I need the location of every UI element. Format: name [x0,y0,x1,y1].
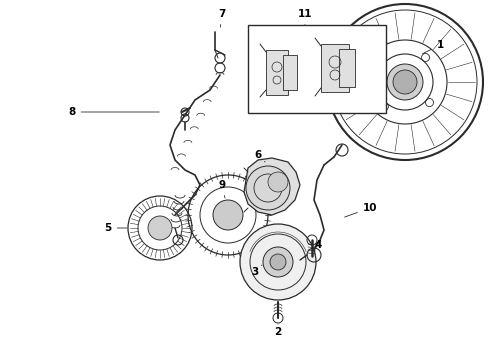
Bar [248,25,386,113]
Circle shape [246,166,290,210]
Text: 2: 2 [274,324,282,337]
Text: 8: 8 [69,107,159,117]
Polygon shape [321,44,349,92]
Text: 7: 7 [219,9,226,27]
Circle shape [263,247,293,277]
Text: 6: 6 [254,150,265,162]
Polygon shape [244,158,300,215]
Circle shape [148,216,172,240]
Polygon shape [283,54,297,90]
Text: 1: 1 [422,40,443,54]
Text: 4: 4 [314,240,322,250]
Circle shape [268,172,288,192]
Polygon shape [266,50,288,95]
Text: 5: 5 [104,223,127,233]
Text: 3: 3 [251,265,262,277]
Circle shape [387,64,423,100]
Text: 10: 10 [344,203,377,217]
Circle shape [213,200,243,230]
Polygon shape [339,49,355,87]
Text: 11: 11 [298,9,312,25]
Circle shape [270,254,286,270]
Circle shape [240,224,316,300]
Text: 9: 9 [219,180,225,198]
Circle shape [393,70,417,94]
